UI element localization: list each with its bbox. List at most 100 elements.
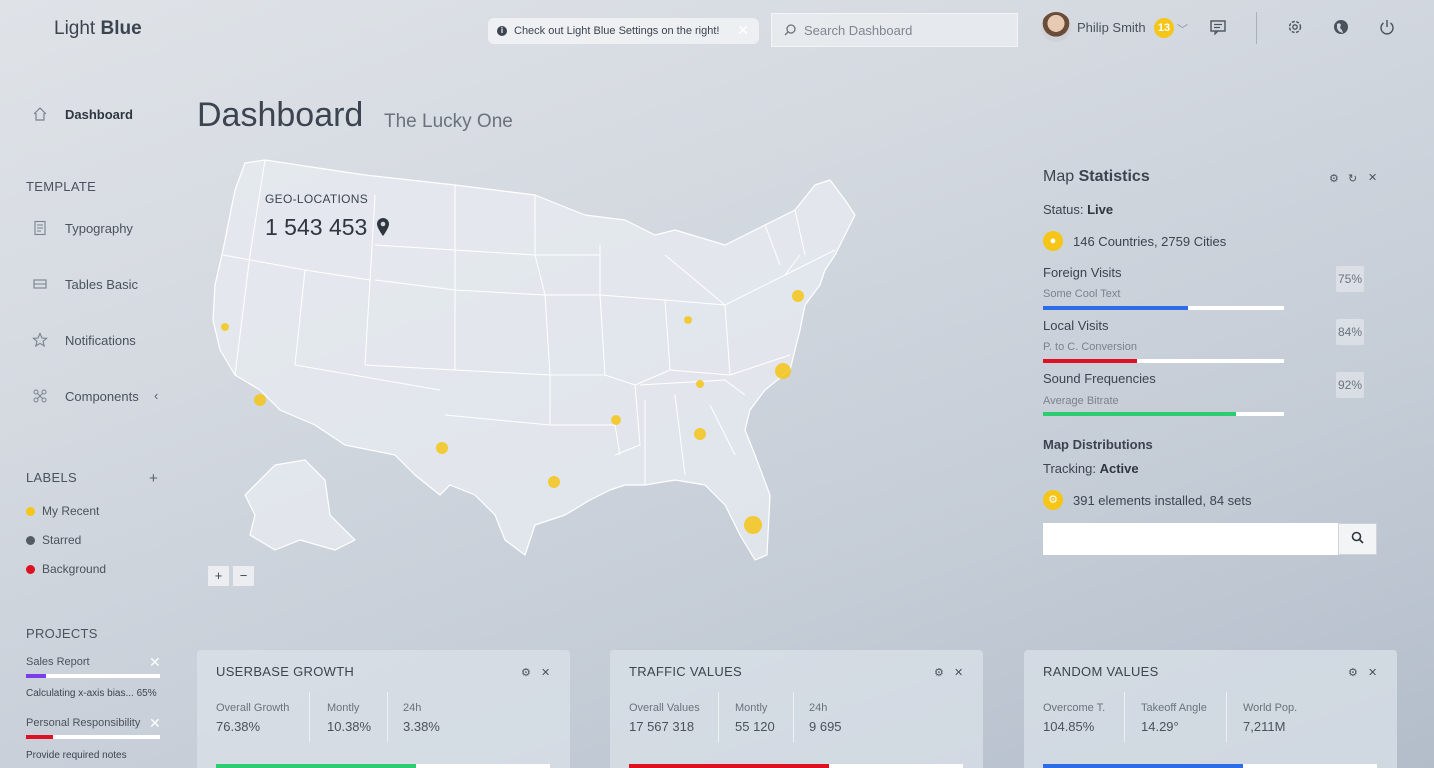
widget-progress-bar [629, 764, 963, 768]
metric: Overall Values 17 567 318 [629, 702, 700, 734]
progress-track [1043, 306, 1284, 310]
project-name[interactable]: Sales Report [26, 656, 90, 668]
sidebar-item-label: Tables Basic [65, 276, 138, 292]
project-progress-fill [26, 735, 53, 739]
avatar[interactable] [1041, 12, 1071, 42]
widget-progress-bar [1043, 764, 1377, 768]
chevron-left-icon[interactable]: ‹ [154, 388, 159, 403]
labels-section-title: LABELS [26, 470, 77, 485]
close-icon[interactable]: ✕ [1368, 667, 1378, 679]
map-search-group [1043, 523, 1377, 555]
close-icon[interactable]: ✕ [737, 22, 749, 38]
metric-divider [718, 692, 719, 742]
bar-name: Local Visits [1043, 318, 1109, 333]
search-icon [784, 24, 796, 36]
sidebar-item-label: Typography [65, 220, 133, 236]
map-markers [221, 290, 804, 534]
logo-light-text: Light [54, 18, 96, 39]
close-icon[interactable]: ✕ [149, 715, 161, 731]
metric-label: Overall Growth [216, 702, 290, 714]
notification-badge[interactable]: 13 [1154, 18, 1174, 38]
header-divider [1256, 12, 1257, 44]
title-light: Map [1043, 168, 1075, 185]
gear-icon[interactable]: ⚙ [934, 667, 944, 679]
info-icon: i [497, 26, 507, 36]
add-label-button[interactable]: + [149, 470, 158, 487]
us-map[interactable] [205, 155, 865, 580]
project-progress-bar [26, 735, 160, 739]
metric-label: Overcome T. [1043, 702, 1106, 714]
metric: 24h 9 695 [809, 702, 842, 734]
sidebar-item-tables-basic[interactable]: Tables Basic [32, 276, 138, 292]
messages-icon[interactable] [1209, 18, 1227, 36]
metric: Overall Growth 76.38% [216, 702, 289, 734]
map-pin-icon [376, 218, 389, 236]
search-icon [1351, 531, 1364, 544]
widget-progress-fill [629, 764, 830, 768]
refresh-icon[interactable]: ↻ [1348, 173, 1358, 185]
status-value: Live [1087, 202, 1114, 217]
zoom-in-button[interactable]: + [208, 566, 229, 586]
label-starred[interactable]: Starred [26, 533, 81, 547]
projects-section-title: PROJECTS [26, 626, 98, 641]
document-icon [34, 220, 46, 236]
project-progress-bar [26, 674, 160, 678]
label-dot [26, 506, 35, 516]
close-icon[interactable]: ✕ [149, 654, 161, 670]
metric-label: Montly [327, 702, 360, 714]
label-background[interactable]: Background [26, 562, 106, 576]
home-icon [33, 107, 47, 121]
bar-desc: Some Cool Text [1043, 288, 1121, 300]
label-text: Starred [42, 533, 82, 547]
components-icon [33, 389, 47, 403]
tracking-label: Tracking: [1043, 461, 1096, 476]
gear-icon[interactable]: ⚙ [1348, 667, 1358, 679]
gear-icon[interactable]: ⚙ [521, 667, 531, 679]
gear-icon: ⚙ [1043, 490, 1063, 510]
project-desc: Provide required notes [26, 750, 127, 761]
map-distributions-title: Map Distributions [1043, 437, 1153, 452]
project-name[interactable]: Personal Responsibility [26, 717, 141, 729]
progress-fill [1043, 412, 1236, 416]
project-progress-fill [26, 674, 47, 678]
chevron-down-icon[interactable]: ﹀ [1177, 24, 1188, 36]
metric: Takeoff Angle 14.29° [1141, 702, 1207, 734]
label-my-recent[interactable]: My Recent [26, 504, 99, 518]
metric-divider [1226, 692, 1227, 742]
installed-line: ⚙ 391 elements installed, 84 sets [1043, 490, 1252, 510]
zoom-out-button[interactable]: − [233, 566, 254, 586]
settings-alert: i Check out Light Blue Settings on the r… [488, 18, 759, 44]
search-button[interactable] [1338, 523, 1377, 555]
random-values-widget: RANDOM VALUES ⚙ ✕ Overcome T. 104.85% Tak… [1024, 650, 1397, 768]
metric-divider [793, 692, 794, 742]
sidebar-item-typography[interactable]: Typography [32, 220, 133, 236]
globe-icon[interactable] [1332, 18, 1350, 36]
metric: Overcome T. 104.85% [1043, 702, 1105, 734]
sidebar-item-notifications[interactable]: Notifications [32, 332, 136, 348]
gear-icon[interactable] [1286, 18, 1304, 36]
sidebar-item-components[interactable]: Components [32, 388, 139, 404]
sidebar-item-dashboard[interactable]: Dashboard [32, 106, 133, 122]
widget-title: RANDOM VALUES [1043, 664, 1159, 679]
userbase-growth-widget: USERBASE GROWTH ⚙ ✕ Overall Growth 76.38%… [197, 650, 570, 768]
map-search-input[interactable] [1043, 523, 1338, 555]
gear-icon[interactable]: ⚙ [1329, 173, 1339, 185]
installed-text: 391 elements installed, 84 sets [1073, 492, 1252, 508]
power-icon[interactable] [1378, 18, 1396, 36]
app-logo[interactable]: Light Blue [54, 18, 142, 40]
close-icon[interactable]: ✕ [1368, 172, 1378, 184]
logo-bold-text: Blue [100, 18, 142, 39]
sidebar-item-label: Components [65, 388, 139, 404]
user-name[interactable]: Philip Smith [1077, 20, 1146, 35]
label-dot [26, 564, 35, 574]
bar-desc: P. to C. Conversion [1043, 341, 1137, 353]
close-icon[interactable]: ✕ [954, 667, 964, 679]
progress-fill [1043, 359, 1137, 363]
label-dot [26, 535, 35, 545]
tracking-line: Tracking: Active [1043, 461, 1139, 476]
search-input[interactable] [804, 22, 1004, 38]
title-bold: Statistics [1078, 168, 1150, 185]
metric-label: 24h [403, 702, 422, 714]
bar-desc: Average Bitrate [1043, 395, 1119, 407]
close-icon[interactable]: ✕ [541, 667, 551, 679]
